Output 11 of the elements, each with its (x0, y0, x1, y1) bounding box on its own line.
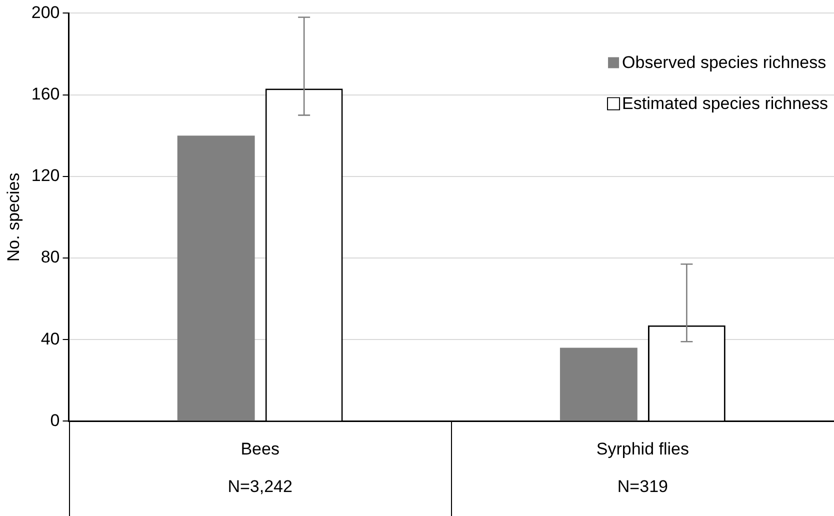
y-axis-title: No. species (4, 172, 23, 262)
y-tick-label: 40 (40, 329, 60, 348)
legend-label: Observed species richness (622, 52, 826, 72)
x-tick-label: Syrphid flies N=319 (596, 440, 689, 496)
y-tick-label: 0 (50, 410, 60, 430)
y-tick-label: 80 (40, 248, 60, 267)
x-tick-label: Bees N=3,242 (228, 440, 292, 496)
y-tick-label: 200 (31, 2, 60, 22)
y-tick-label: 120 (31, 166, 60, 186)
legend-label: Estimated species richness (622, 94, 828, 113)
y-tick-label: 160 (31, 84, 60, 104)
